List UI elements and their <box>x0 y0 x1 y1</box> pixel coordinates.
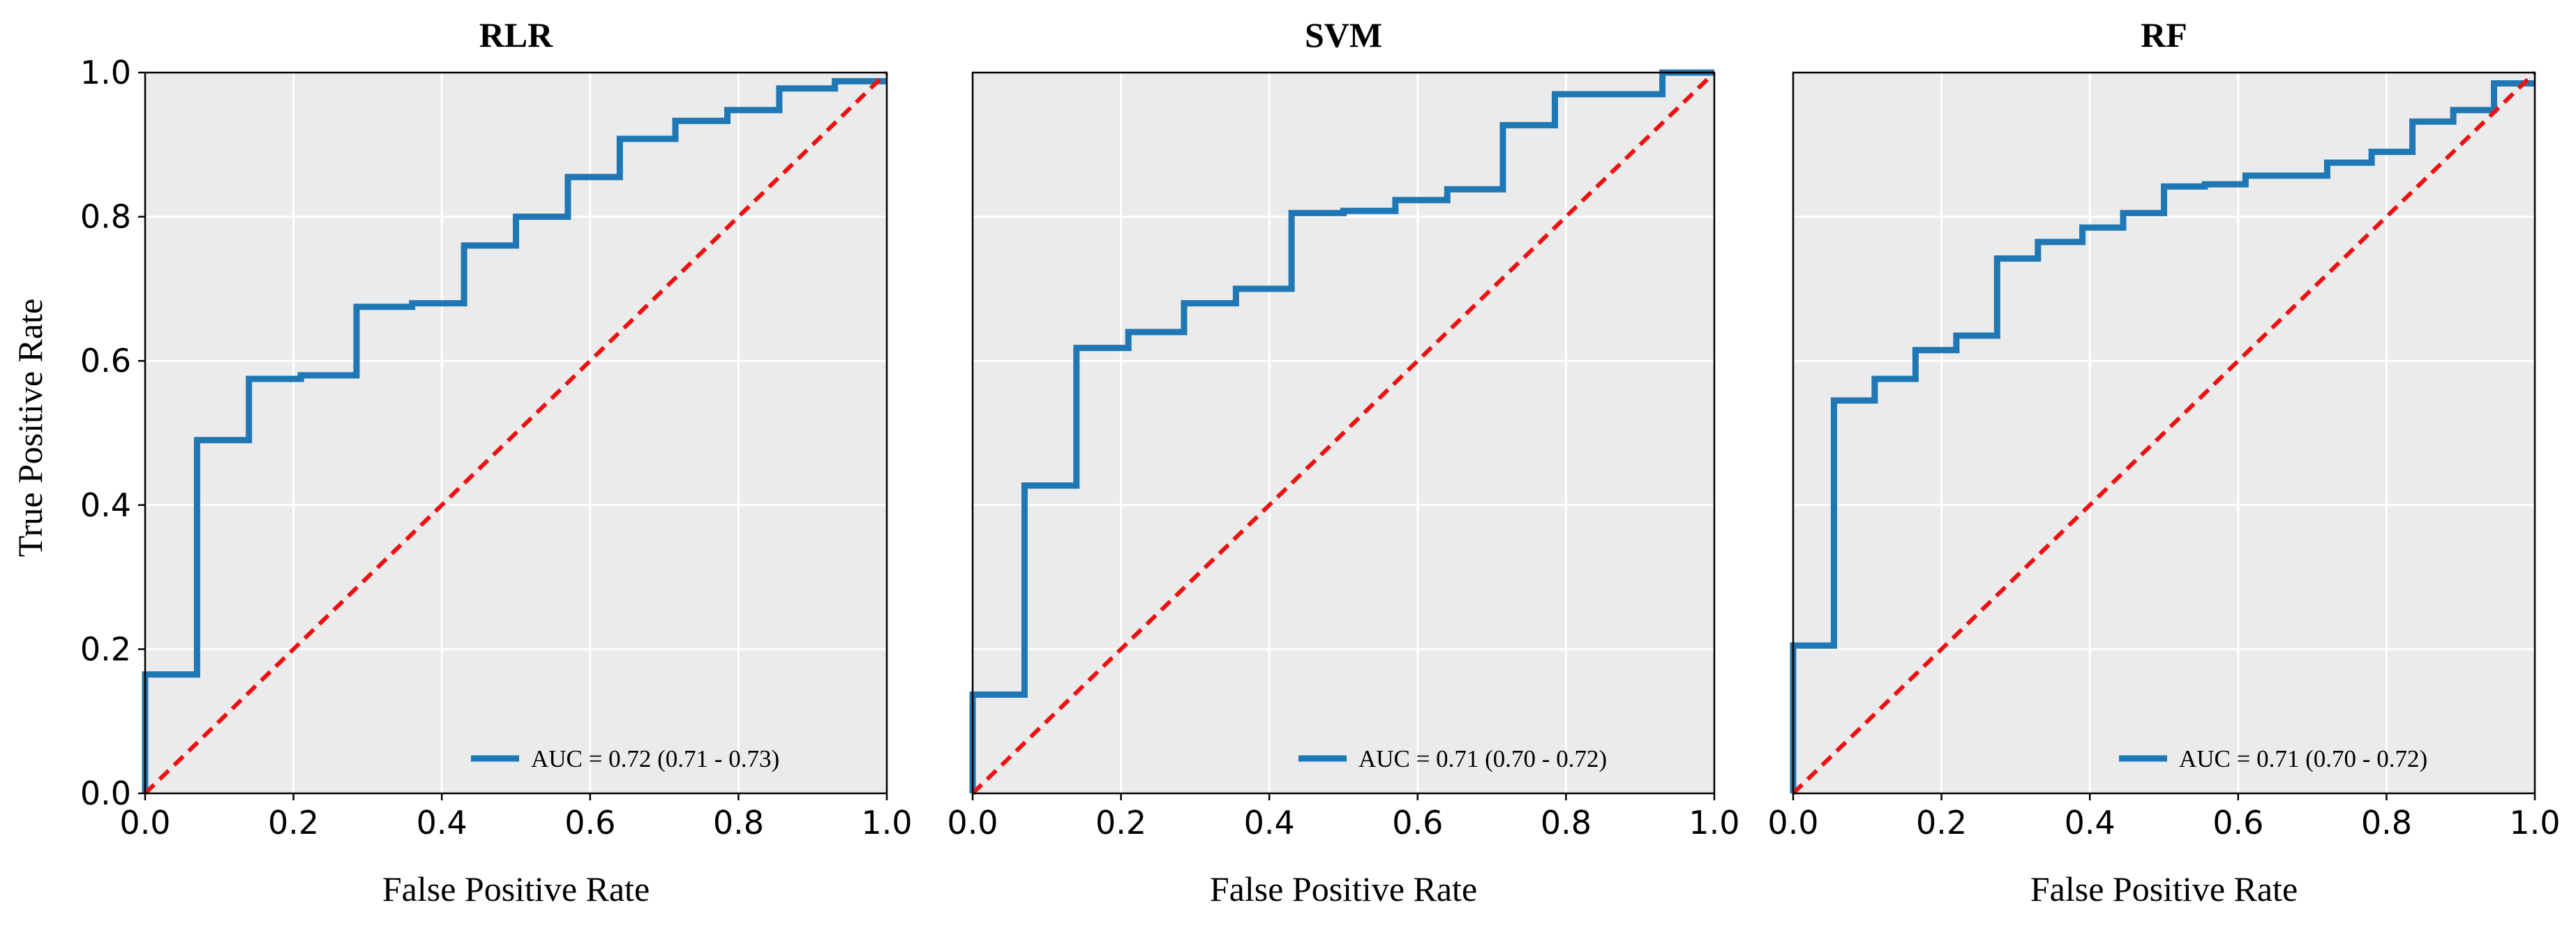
x-tick-label: 0.2 <box>268 804 319 842</box>
x-tick-label: 0.0 <box>947 804 998 842</box>
legend-label: AUC = 0.72 (0.71 - 0.73) <box>531 745 779 772</box>
chance-diagonal-line <box>1791 70 2537 795</box>
plot-frame <box>971 71 1716 795</box>
legend-entry: AUC = 0.72 (0.71 - 0.73) <box>471 745 779 772</box>
roc-curve-line <box>142 77 887 793</box>
roc-curve-line <box>969 69 1714 793</box>
x-tick-label: 0.6 <box>564 804 615 842</box>
x-tick-label: 0.2 <box>1916 804 1967 842</box>
x-tick-label: 0.2 <box>1095 804 1146 842</box>
chance-diagonal-line <box>143 70 889 795</box>
roc-panel-rlr: RLR 0.0 0.2 0.4 0.6 0.8 1.0 0.0 0.2 0.4 0.6 0.8 1.0 F… <box>80 15 913 908</box>
roc-panel-svm: SVM 0.0 0.2 0.4 0.6 0.8 1.0 False Positive Rate… <box>947 15 1739 908</box>
gridlines <box>145 73 887 793</box>
shared-y-axis-label: True Positive Rate <box>10 299 50 557</box>
x-tick-label: 0.0 <box>119 804 170 842</box>
y-tick-label: 0.2 <box>80 630 131 668</box>
x-tick-label: 0.6 <box>2212 804 2263 842</box>
x-tick-label: 0.6 <box>1392 804 1443 842</box>
legend-entry: AUC = 0.71 (0.70 - 0.72) <box>2119 745 2427 772</box>
x-axis-label: False Positive Rate <box>2030 869 2298 908</box>
x-tick-label: 1.0 <box>1688 804 1739 842</box>
y-tick-label: 0.4 <box>80 486 131 524</box>
x-axis-label: False Positive Rate <box>1210 869 1477 908</box>
x-tick-label: 0.8 <box>1541 804 1592 842</box>
panel-title: RF <box>2141 15 2187 54</box>
plot-frame <box>144 71 888 795</box>
roc-panels: RLR 0.0 0.2 0.4 0.6 0.8 1.0 0.0 0.2 0.4 0.6 0.8 1.0 F… <box>80 15 2561 908</box>
panel-title: RLR <box>479 15 553 54</box>
x-tick-label: 0.4 <box>417 804 467 842</box>
x-axis-label: False Positive Rate <box>382 869 650 908</box>
y-tick-label: 0.0 <box>80 775 131 812</box>
legend-entry: AUC = 0.71 (0.70 - 0.72) <box>1298 745 1607 772</box>
roc-curve-line <box>1790 80 2535 793</box>
y-tick-label: 1.0 <box>80 54 131 91</box>
x-tick-label: 0.8 <box>713 804 764 842</box>
chance-diagonal-line <box>971 70 1716 795</box>
x-tick-label: 1.0 <box>2509 804 2560 842</box>
x-tick-label: 0.0 <box>1767 804 1818 842</box>
y-tick-label: 0.8 <box>80 198 131 236</box>
gridlines <box>973 73 1714 793</box>
panel-title: SVM <box>1305 15 1382 54</box>
gridlines <box>1793 73 2535 793</box>
legend-label: AUC = 0.71 (0.70 - 0.72) <box>2179 745 2427 772</box>
y-tick-label: 0.6 <box>80 342 131 380</box>
x-tick-label: 0.4 <box>2065 804 2116 842</box>
roc-panel-rf: RF 0.0 0.2 0.4 0.6 0.8 1.0 False Positive Rate A… <box>1767 15 2560 908</box>
legend-label: AUC = 0.71 (0.70 - 0.72) <box>1358 745 1607 772</box>
x-tick-label: 1.0 <box>861 804 912 842</box>
x-tick-label: 0.8 <box>2361 804 2412 842</box>
x-tick-label: 0.4 <box>1244 804 1295 842</box>
plot-frame <box>1792 71 2536 795</box>
